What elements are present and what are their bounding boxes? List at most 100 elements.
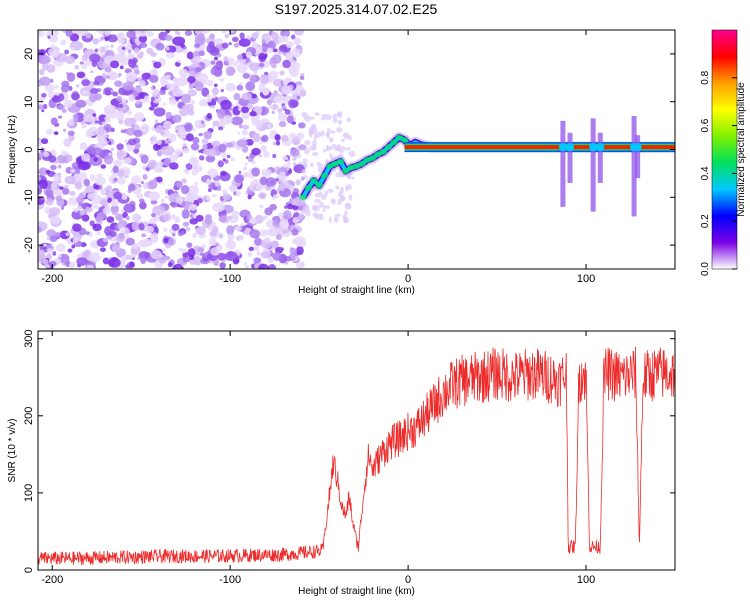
noise-blob bbox=[213, 56, 219, 61]
noise-blob bbox=[224, 251, 238, 262]
noise-blob bbox=[91, 194, 103, 205]
colorbar-gradient bbox=[711, 29, 738, 270]
noise-blob bbox=[169, 99, 178, 105]
noise-blob bbox=[133, 47, 140, 54]
noise-blob bbox=[172, 77, 179, 84]
noise-blob bbox=[55, 85, 59, 89]
noise-blob bbox=[229, 30, 235, 33]
noise-blob bbox=[285, 41, 294, 48]
noise-blob bbox=[259, 74, 270, 85]
snr-xtick-label: 100 bbox=[577, 574, 595, 586]
noise-blob bbox=[293, 37, 302, 46]
noise-blob bbox=[55, 52, 68, 62]
noise-blob bbox=[297, 213, 305, 220]
noise-blob bbox=[213, 83, 218, 88]
noise-blob bbox=[91, 60, 98, 67]
noise-blob bbox=[165, 51, 176, 59]
noise-blob bbox=[278, 182, 286, 192]
noise-blob bbox=[281, 134, 289, 142]
noise-blob bbox=[303, 147, 311, 155]
noise-blob bbox=[79, 61, 85, 65]
noise-blob bbox=[106, 216, 115, 223]
noise-blob bbox=[209, 33, 215, 39]
snr-frame bbox=[37, 330, 676, 571]
noise-blob bbox=[103, 154, 114, 165]
dropout-node bbox=[633, 143, 642, 152]
noise-blob bbox=[118, 103, 124, 108]
noise-blob bbox=[314, 112, 320, 117]
noise-blob bbox=[45, 31, 53, 38]
noise-blob bbox=[149, 137, 158, 145]
noise-blob bbox=[342, 132, 347, 139]
noise-blob bbox=[253, 257, 262, 264]
noise-blob bbox=[298, 122, 306, 129]
noise-blob bbox=[99, 198, 109, 206]
noise-blob bbox=[272, 153, 277, 159]
noise-blob bbox=[277, 35, 285, 44]
noise-blob bbox=[76, 71, 86, 79]
noise-blob bbox=[110, 44, 114, 48]
noise-blob bbox=[120, 209, 124, 213]
noise-blob bbox=[104, 89, 112, 96]
noise-blob bbox=[165, 111, 173, 119]
noise-blob bbox=[125, 215, 130, 221]
noise-blob bbox=[160, 130, 165, 136]
noise-blob bbox=[151, 232, 158, 240]
noise-blob bbox=[59, 186, 64, 190]
noise-blob bbox=[131, 175, 142, 184]
noise-blob bbox=[146, 31, 154, 37]
noise-blob bbox=[292, 162, 296, 166]
noise-blob bbox=[71, 92, 80, 101]
noise-blob bbox=[296, 95, 301, 100]
noise-blob bbox=[260, 250, 271, 259]
noise-blob bbox=[313, 134, 318, 141]
noise-blob bbox=[74, 65, 80, 70]
noise-blob bbox=[242, 124, 250, 130]
noise-blob bbox=[205, 154, 216, 163]
noise-blob bbox=[127, 138, 137, 146]
noise-blob bbox=[96, 134, 103, 139]
noise-blob bbox=[104, 44, 110, 50]
noise-blob bbox=[156, 139, 162, 146]
noise-blob bbox=[328, 216, 332, 223]
noise-blob bbox=[215, 63, 220, 68]
noise-blob bbox=[210, 247, 221, 256]
noise-blob bbox=[244, 262, 248, 266]
noise-blob bbox=[39, 68, 45, 76]
noise-blob bbox=[337, 111, 343, 118]
noise-blob bbox=[282, 228, 289, 234]
noise-blob bbox=[110, 60, 120, 69]
noise-blob bbox=[121, 46, 126, 50]
noise-blob bbox=[131, 220, 141, 231]
noise-blob bbox=[47, 35, 51, 39]
noise-blob bbox=[148, 192, 155, 198]
noise-blob bbox=[249, 182, 261, 192]
noise-blob bbox=[62, 187, 70, 195]
noise-blob bbox=[41, 109, 45, 113]
noise-blob bbox=[267, 40, 277, 50]
spectrogram-plot bbox=[38, 30, 675, 269]
noise-blob bbox=[334, 213, 342, 217]
noise-blob bbox=[44, 84, 56, 93]
noise-blob bbox=[280, 175, 287, 181]
noise-blob bbox=[267, 264, 277, 269]
noise-blob bbox=[126, 30, 136, 39]
noise-blob bbox=[228, 214, 239, 224]
noise-blob bbox=[64, 55, 76, 65]
noise-blob bbox=[233, 174, 244, 184]
noise-blob bbox=[128, 94, 136, 102]
noise-blob bbox=[178, 68, 189, 78]
noise-blob bbox=[216, 186, 222, 192]
noise-blob bbox=[244, 162, 248, 166]
noise-blob bbox=[187, 89, 198, 97]
noise-blob bbox=[38, 179, 48, 190]
noise-blob bbox=[335, 144, 342, 151]
noise-blob bbox=[73, 207, 80, 213]
noise-blob bbox=[318, 201, 325, 208]
noise-blob bbox=[66, 154, 73, 162]
noise-blob bbox=[271, 110, 275, 114]
noise-blob bbox=[150, 96, 155, 102]
noise-blob bbox=[49, 215, 61, 225]
noise-blob bbox=[171, 203, 176, 208]
noise-blob bbox=[186, 51, 194, 60]
